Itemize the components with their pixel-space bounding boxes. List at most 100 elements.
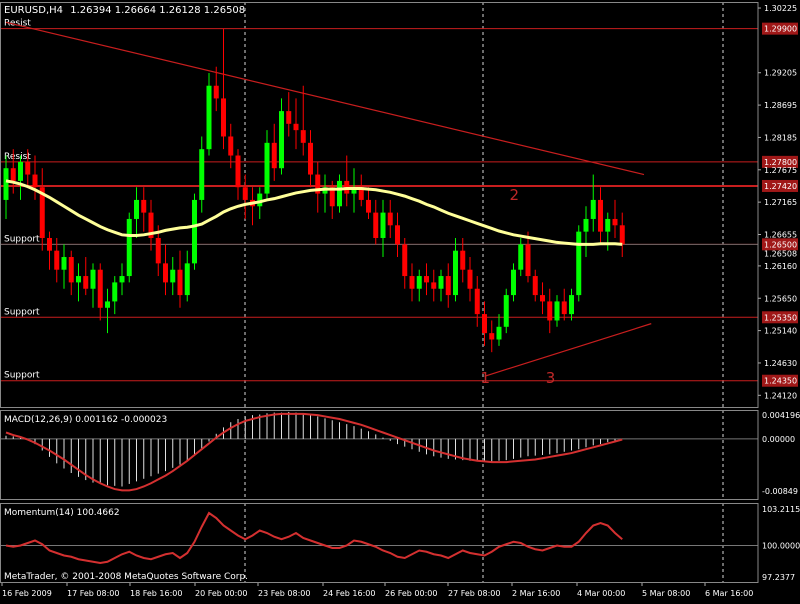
candle-body [424, 276, 429, 283]
ohlc-readout: 1.26394 1.26664 1.26128 1.26508 [70, 5, 245, 16]
candle-body [337, 180, 342, 207]
candle-body [32, 174, 38, 188]
candle-body [148, 212, 154, 238]
price-level-tag-bg [762, 311, 798, 324]
candle-body [387, 212, 393, 226]
candle-body [605, 218, 611, 232]
macd-signal-line [5, 412, 623, 492]
price-level-tag: 1.27420 [764, 182, 797, 191]
candle-body [366, 199, 371, 213]
candle-body [416, 276, 422, 289]
candle-body [395, 225, 400, 245]
price-level-label: Support [4, 307, 40, 317]
candle-body [540, 295, 545, 302]
momentum-scale-label: 100.0000 [762, 542, 800, 551]
price-level-label: Resist [4, 152, 31, 162]
grid-lines [244, 2, 724, 583]
price-level-label: Support [4, 371, 40, 381]
candle-body [438, 276, 444, 289]
time-axis-label: 23 Feb 08:00 [258, 589, 310, 598]
candle-body [445, 276, 451, 296]
price-scale: 1.30225 1.29205 1.28695 1.28185 1.27675 1.271… [758, 4, 800, 582]
candle-body [221, 98, 226, 137]
momentum-panel [0, 511, 758, 565]
candle-body [503, 295, 509, 327]
candle-body [554, 301, 560, 321]
macd-panel [0, 411, 758, 492]
candle-body [532, 276, 538, 296]
time-axis-label: 24 Feb 16:00 [323, 589, 375, 598]
candle-body [315, 174, 321, 194]
candle-body [482, 314, 487, 334]
candle-body [590, 199, 596, 219]
symbol-label: EURUSD,H4 [4, 5, 63, 16]
candle-body [47, 237, 52, 251]
momentum-title: Momentum(14) 100.4662 [4, 508, 120, 518]
candle-body [54, 250, 60, 270]
price-scale-label: 1.28185 [764, 133, 797, 142]
price-level-label: Resist [4, 19, 31, 29]
time-axis-label: 6 Mar 16:00 [705, 589, 753, 598]
candle-body [141, 199, 147, 213]
candle-body [561, 301, 567, 315]
candle-body [474, 288, 480, 315]
wave-label: 3 [546, 369, 556, 387]
candle-body [18, 161, 23, 181]
candle-body [68, 257, 74, 283]
price-scale-label: 1.29205 [764, 69, 797, 78]
candle-body [351, 187, 357, 194]
candle-body [373, 212, 379, 238]
macd-scale-label: -0.00849 [762, 487, 798, 496]
candle-body [329, 187, 335, 207]
price-level-tag-bg [762, 155, 798, 168]
time-axis-label: 18 Feb 16:00 [130, 589, 182, 598]
momentum-scale-label: 103.2115 [762, 505, 800, 514]
candle-body [264, 142, 270, 194]
candle-body [583, 218, 589, 232]
trend-lines[interactable] [5, 21, 652, 377]
candle-body [242, 187, 248, 200]
candle-body [83, 276, 89, 289]
panel-border [0, 2, 759, 408]
candle-body [271, 142, 277, 169]
moving-average-line [5, 179, 623, 246]
candle-body [619, 225, 625, 245]
candle-body [431, 282, 437, 289]
candle-body [213, 85, 219, 99]
candle-body [39, 187, 45, 238]
macd-scale-label: 0.004196 [762, 411, 800, 420]
price-scale-label: 1.27675 [764, 166, 797, 175]
price-scale-label: 1.25650 [764, 294, 797, 303]
macd-title: MACD(12,26,9) 0.001162 -0.000023 [4, 415, 167, 425]
momentum-scale-label: 97.2377 [762, 573, 795, 582]
time-axis: 16 Feb 2009 17 Feb 08:00 18 Feb 16:00 20 Fe… [1, 583, 753, 598]
candle-body [119, 276, 125, 283]
time-axis-label: 20 Feb 00:00 [195, 589, 247, 598]
current-price-tag: 1.26508 [764, 249, 797, 258]
candle-body [460, 250, 466, 270]
candle-body [518, 244, 524, 270]
candle-body [170, 269, 176, 283]
panel-border [0, 503, 759, 583]
chart-header: EURUSD,H4 1.26394 1.26664 1.26128 1.2650… [4, 5, 245, 16]
candle-body [569, 295, 574, 315]
candle-body [192, 199, 197, 264]
trend-line [5, 21, 645, 176]
time-axis-label: 16 Feb 2009 [2, 589, 52, 598]
price-scale-label: 1.26655 [764, 230, 797, 239]
candle-body [25, 161, 31, 175]
wave-label: 2 [510, 186, 520, 204]
wave-label: 1 [481, 369, 491, 387]
candle-body [308, 142, 313, 175]
price-levels: Resist 1.29900 Resist 1.27800 1.27420 Support… [0, 19, 798, 387]
candle-body [547, 301, 553, 321]
trend-line [484, 323, 652, 377]
price-level-tag: 1.27800 [764, 158, 797, 167]
price-level-tag-bg [762, 179, 798, 192]
candle-body [97, 269, 103, 308]
price-level-label: Support [4, 234, 40, 244]
candle-body [199, 149, 205, 200]
candle-body [612, 218, 618, 226]
